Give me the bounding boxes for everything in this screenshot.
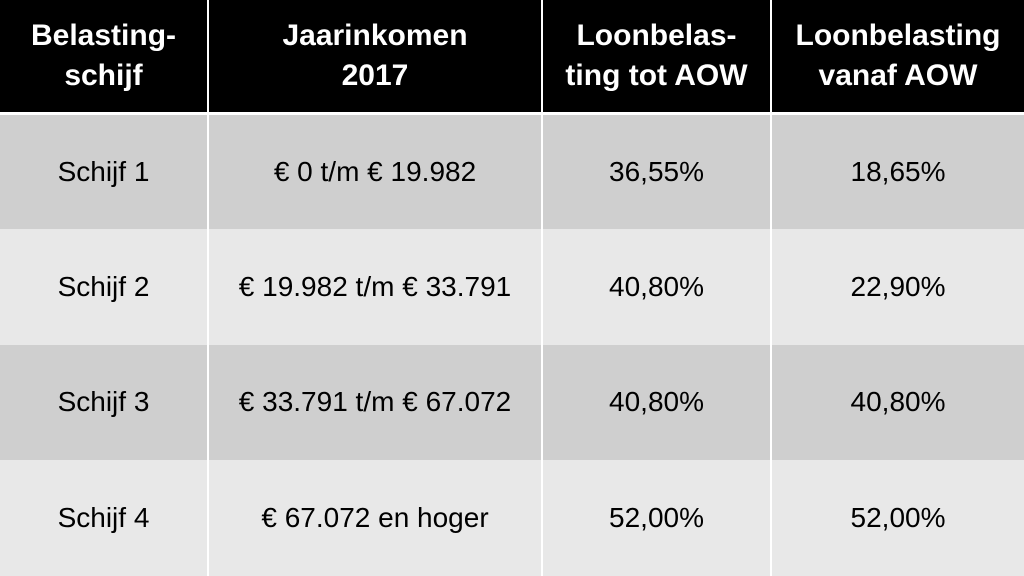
income-range-cell: € 33.791 t/m € 67.072 bbox=[208, 344, 543, 461]
header-line: Jaarinkomen bbox=[282, 18, 468, 52]
header-tax-bracket: Belasting- schijf bbox=[0, 0, 209, 115]
rate-after-aow-cell: 22,90% bbox=[771, 228, 1024, 345]
rate-before-aow-cell: 36,55% bbox=[542, 113, 772, 229]
header-line: Loonbelas- bbox=[576, 18, 737, 52]
header-tax-after-aow: Loonbelasting vanaf AOW bbox=[771, 0, 1024, 115]
rate-before-aow-cell: 40,80% bbox=[542, 228, 772, 345]
income-range-cell: € 19.982 t/m € 33.791 bbox=[208, 228, 543, 345]
table-row: Schijf 4 € 67.072 en hoger 52,00% 52,00% bbox=[0, 460, 1024, 576]
header-row: Belasting- schijf Jaarinkomen 2017 Loonb… bbox=[0, 0, 1024, 115]
header-line: Belasting- bbox=[30, 18, 177, 52]
income-range-cell: € 67.072 en hoger bbox=[208, 460, 543, 576]
rate-after-aow-cell: 52,00% bbox=[771, 460, 1024, 576]
income-range-cell: € 0 t/m € 19.982 bbox=[208, 113, 543, 229]
rate-before-aow-cell: 40,80% bbox=[542, 344, 772, 461]
bracket-cell: Schijf 2 bbox=[0, 228, 209, 345]
rate-before-aow-cell: 52,00% bbox=[542, 460, 772, 576]
bracket-cell: Schijf 3 bbox=[0, 344, 209, 461]
header-line: 2017 bbox=[341, 58, 409, 92]
header-line: Loonbelasting bbox=[795, 18, 1001, 52]
header-line: schijf bbox=[64, 58, 143, 92]
rate-after-aow-cell: 18,65% bbox=[771, 113, 1024, 229]
bracket-cell: Schijf 1 bbox=[0, 113, 209, 229]
header-tax-before-aow: Loonbelas- ting tot AOW bbox=[542, 0, 772, 115]
table-row: Schijf 3 € 33.791 t/m € 67.072 40,80% 40… bbox=[0, 344, 1024, 461]
table-row: Schijf 2 € 19.982 t/m € 33.791 40,80% 22… bbox=[0, 228, 1024, 345]
header-annual-income: Jaarinkomen 2017 bbox=[208, 0, 543, 115]
table-row: Schijf 1 € 0 t/m € 19.982 36,55% 18,65% bbox=[0, 113, 1024, 229]
rate-after-aow-cell: 40,80% bbox=[771, 344, 1024, 461]
header-line: ting tot AOW bbox=[565, 58, 748, 92]
header-line: vanaf AOW bbox=[818, 58, 978, 92]
bracket-cell: Schijf 4 bbox=[0, 460, 209, 576]
